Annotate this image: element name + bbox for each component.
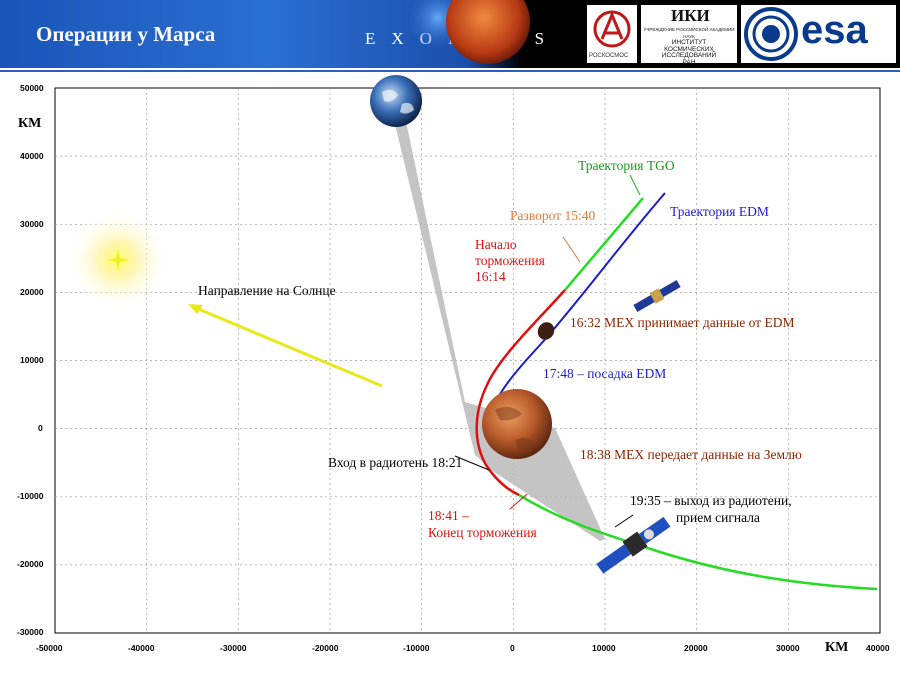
tgo-trajectory-lower [518, 493, 878, 591]
y-axis-label: КМ [18, 116, 42, 131]
roscosmos-logo-text: РОСКОСМОС [589, 53, 629, 59]
x-tick: -10000 [403, 643, 430, 653]
iki-line-0: УЧРЕЖДЕНИЕ РОССИЙСКОЙ АКАДЕМИИ НАУК [643, 27, 735, 39]
mex-receive-label: 16:32 МЕХ принимает данные от EDM [570, 315, 795, 330]
tgo-label: Траектория TGO [578, 158, 675, 173]
turn-label: Разворот 15:40 [510, 208, 596, 223]
x-tick: 40000 [866, 643, 890, 653]
y-tick: 10000 [20, 355, 44, 365]
y-tick: -20000 [17, 559, 44, 569]
x-tick: 20000 [684, 643, 708, 653]
brake-start-label: Начало торможения 16:14 [475, 237, 545, 285]
earth-icon [370, 75, 422, 127]
brake-end-label: 18:41 – Конец торможения [428, 507, 537, 541]
exit-line-2: прием сигнала [676, 510, 760, 525]
y-tick: -10000 [17, 491, 44, 501]
iki-line-1: ИНСТИТУТ [671, 39, 707, 47]
landing-label: 17:48 – посадка EDM [543, 366, 667, 381]
occultation-pointer [454, 455, 490, 471]
esa-logo-text: esa [801, 8, 868, 52]
header-rule [0, 70, 900, 72]
edm-capsule-icon [537, 322, 555, 340]
x-tick: 0 [510, 643, 515, 653]
edm-label: Траектория EDM [670, 204, 769, 219]
mex-send-label: 18:38 МЕХ передает данные на Землю [580, 447, 802, 462]
earth-beam [392, 112, 605, 541]
page-title: Операции у Марса [36, 22, 216, 46]
mars-banner-image [410, 0, 530, 64]
y-tick: -30000 [17, 627, 44, 637]
tgo-pointer [629, 174, 641, 196]
y-tick: 40000 [20, 151, 44, 161]
grid-lines [55, 88, 880, 633]
y-tick: 0 [38, 423, 43, 433]
sun-icon [107, 249, 129, 271]
y-tick: 20000 [20, 287, 44, 297]
braking-arc [475, 289, 566, 497]
y-tick: 30000 [20, 219, 44, 229]
x-tick: 10000 [592, 643, 616, 653]
iki-line-2: КОСМИЧЕСКИХ [664, 45, 714, 53]
occultation-label: Вход в радиотень 18:21 [328, 455, 463, 470]
sun-direction-arrow [195, 306, 383, 388]
x-axis-label: КМ [825, 640, 849, 655]
x-tick: -40000 [128, 643, 155, 653]
roscosmos-logo: РОСКОСМОС [587, 5, 637, 63]
x-tick: -20000 [312, 643, 339, 653]
brake-start-line-1: Начало [475, 237, 517, 252]
mars-icon [482, 389, 552, 459]
iki-logo: ИКИ УЧРЕЖДЕНИЕ РОССИЙСКОЙ АКАДЕМИИ НАУК … [641, 5, 737, 66]
brake-end-pointer [509, 493, 528, 510]
tgo-trajectory-upper [564, 197, 644, 291]
iki-logo-text: ИКИ [671, 6, 710, 25]
exit-label: 19:35 – выход из радиотени, прием сигнал… [630, 492, 792, 526]
sun-direction-label: Направление на Солнце [198, 283, 336, 298]
tgo-spacecraft-icon [596, 516, 671, 574]
x-tick: -50000 [36, 643, 63, 653]
x-tick: 30000 [776, 643, 800, 653]
brake-end-line-2: Конец торможения [428, 525, 537, 540]
brake-start-line-2: торможения [475, 253, 545, 268]
exit-pointer [614, 514, 634, 528]
exit-line-1: 19:35 – выход из радиотени, [630, 493, 792, 508]
mex-spacecraft-icon [633, 280, 681, 312]
iki-line-4: РАН [682, 58, 696, 66]
turn-pointer [562, 236, 581, 263]
sun-arrow-head [188, 304, 203, 314]
esa-logo: esa [741, 5, 896, 63]
iki-line-3: ИССЛЕДОВАНИЙ [661, 52, 717, 60]
y-tick: 50000 [20, 83, 44, 93]
brake-start-line-3: 16:14 [475, 269, 506, 284]
x-tick: -30000 [220, 643, 247, 653]
brake-end-line-1: 18:41 – [428, 508, 469, 523]
plot-frame [54, 87, 881, 634]
